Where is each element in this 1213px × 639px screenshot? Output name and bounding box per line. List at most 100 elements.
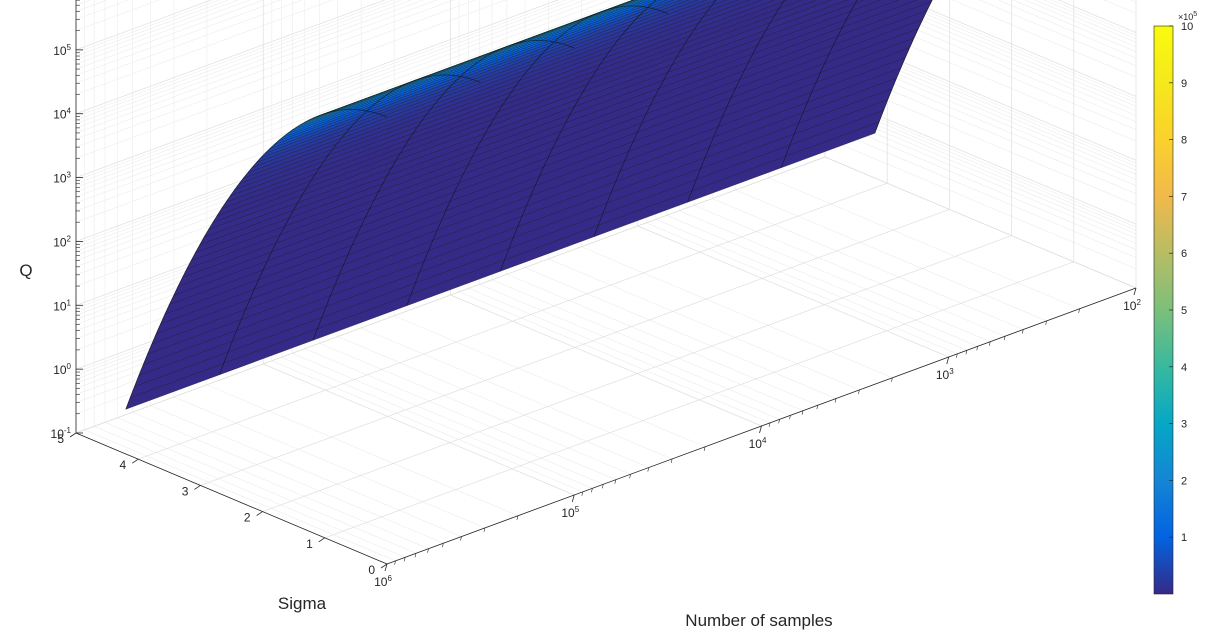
samples-minor-tick bbox=[703, 446, 706, 451]
grid-line bbox=[978, 0, 1137, 67]
surface-mesh-line bbox=[219, 74, 481, 375]
z-tick-label-exp: 4 bbox=[67, 107, 72, 116]
colorbar-ticks: 1 2 3 4 5 6 7 8 9 10 bbox=[1169, 21, 1193, 544]
grid-line bbox=[1034, 0, 1137, 43]
samples-minor-tick bbox=[516, 515, 519, 520]
samples-tick-mark bbox=[759, 425, 762, 434]
z-tick-label-base: 10 bbox=[53, 235, 67, 249]
z-tick-label: 102 bbox=[53, 234, 71, 249]
sigma-tick-mark bbox=[131, 458, 139, 464]
grid-line bbox=[304, 348, 616, 480]
colorbar-tick-label: 7 bbox=[1181, 191, 1187, 203]
samples-tick-label-exp: 6 bbox=[387, 574, 392, 583]
sigma-tick-label: 2 bbox=[244, 511, 251, 525]
samples-tick-label-exp: 5 bbox=[575, 505, 580, 514]
samples-minor-tick bbox=[1003, 336, 1006, 341]
samples-minor-tick bbox=[801, 410, 804, 415]
grid-line bbox=[75, 0, 229, 57]
z-tick-label: 100 bbox=[53, 362, 71, 377]
surface-mesh-line bbox=[593, 0, 717, 237]
samples-minor-tick bbox=[858, 389, 860, 394]
sigma-tick-mark bbox=[194, 485, 201, 490]
axis-ticks: 10610510410310210110010-1012345106105104… bbox=[51, 0, 1141, 589]
samples-minor-tick bbox=[647, 467, 650, 472]
samples-axis-label: Number of samples bbox=[685, 611, 832, 630]
z-tick-label: 105 bbox=[53, 43, 71, 58]
surface bbox=[125, 0, 933, 410]
grid-line bbox=[824, 156, 1137, 289]
grid-line bbox=[75, 0, 424, 129]
sigma-tick-mark bbox=[380, 563, 388, 569]
grid-line bbox=[75, 0, 413, 124]
sigma-tick-label: 3 bbox=[182, 484, 189, 498]
grid-line bbox=[491, 279, 804, 411]
grid-line bbox=[84, 429, 396, 562]
sigma-tick-label: 1 bbox=[306, 537, 313, 551]
grid-line bbox=[506, 273, 818, 406]
z-tick-label-exp: 5 bbox=[67, 43, 72, 52]
grid-line bbox=[75, 0, 265, 70]
grid-line bbox=[75, 156, 826, 434]
grid-line bbox=[824, 126, 1137, 258]
sigma-axis-label: Sigma bbox=[278, 594, 327, 613]
grid-line bbox=[891, 0, 1137, 103]
grid-line bbox=[75, 0, 213, 51]
grid-line bbox=[679, 210, 991, 342]
samples-minor-tick bbox=[601, 484, 604, 489]
grid-line bbox=[882, 0, 1137, 107]
sigma-tick-label: 4 bbox=[120, 458, 127, 472]
grid-line bbox=[1012, 0, 1137, 53]
grid-line bbox=[524, 267, 837, 399]
sigma-tick-mark bbox=[69, 432, 77, 438]
surface-mesh-line bbox=[406, 5, 669, 306]
colorbar-multiplier-exp: 5 bbox=[1193, 11, 1197, 18]
samples-minor-tick bbox=[670, 458, 673, 463]
samples-tick-mark bbox=[1133, 287, 1137, 296]
surface-mesh-line bbox=[312, 40, 575, 341]
grid-line bbox=[75, 0, 282, 76]
z-tick-label: 10-1 bbox=[51, 426, 72, 441]
z-tick-label-base: 10 bbox=[53, 299, 67, 313]
grid-line bbox=[337, 336, 649, 468]
grid-line bbox=[712, 198, 1024, 330]
grid-line bbox=[75, 0, 221, 54]
grid-line bbox=[75, 0, 334, 95]
z-tick-label: 101 bbox=[53, 298, 71, 313]
grid-line bbox=[824, 112, 1137, 244]
samples-minor-tick bbox=[789, 415, 791, 420]
grid-line bbox=[824, 107, 1137, 239]
surface-mesh-line bbox=[125, 109, 388, 410]
grid-line bbox=[104, 422, 417, 554]
samples-minor-tick bbox=[427, 548, 429, 553]
samples-tick-label-exp: 3 bbox=[949, 367, 954, 376]
sigma-tick-mark bbox=[318, 537, 326, 543]
colorbar-tick-label: 8 bbox=[1181, 135, 1187, 147]
grid-line bbox=[666, 215, 978, 347]
colorbar-tick-label: 9 bbox=[1181, 78, 1187, 90]
z-tick-label-base: 10 bbox=[53, 172, 67, 186]
samples-minor-tick bbox=[965, 350, 968, 355]
grid-line bbox=[735, 189, 1047, 322]
samples-minor-tick bbox=[778, 419, 780, 424]
grid-line bbox=[694, 204, 1006, 337]
grid-line bbox=[951, 0, 1137, 78]
grid-line bbox=[150, 405, 462, 537]
colorbar-tick-label: 4 bbox=[1181, 362, 1187, 374]
grid-line bbox=[292, 353, 604, 485]
samples-minor-tick bbox=[1078, 308, 1080, 313]
samples-tick-mark bbox=[384, 563, 388, 572]
samples-minor-tick bbox=[581, 491, 584, 496]
samples-tick-label: 103 bbox=[936, 367, 954, 382]
samples-tick-label: 102 bbox=[1123, 298, 1141, 313]
colorbar-tick-label: 5 bbox=[1181, 305, 1187, 317]
grid-line bbox=[324, 261, 1074, 539]
z-tick-label-exp: 2 bbox=[67, 234, 72, 243]
samples-tick-mark bbox=[946, 356, 950, 365]
samples-minor-tick bbox=[403, 557, 406, 562]
grid-line bbox=[75, 0, 403, 121]
samples-tick-label-exp: 2 bbox=[1136, 298, 1141, 307]
grid-line bbox=[906, 0, 1137, 97]
grid-line bbox=[75, 0, 394, 117]
grid-line bbox=[824, 118, 1137, 250]
samples-minor-tick bbox=[442, 543, 444, 548]
